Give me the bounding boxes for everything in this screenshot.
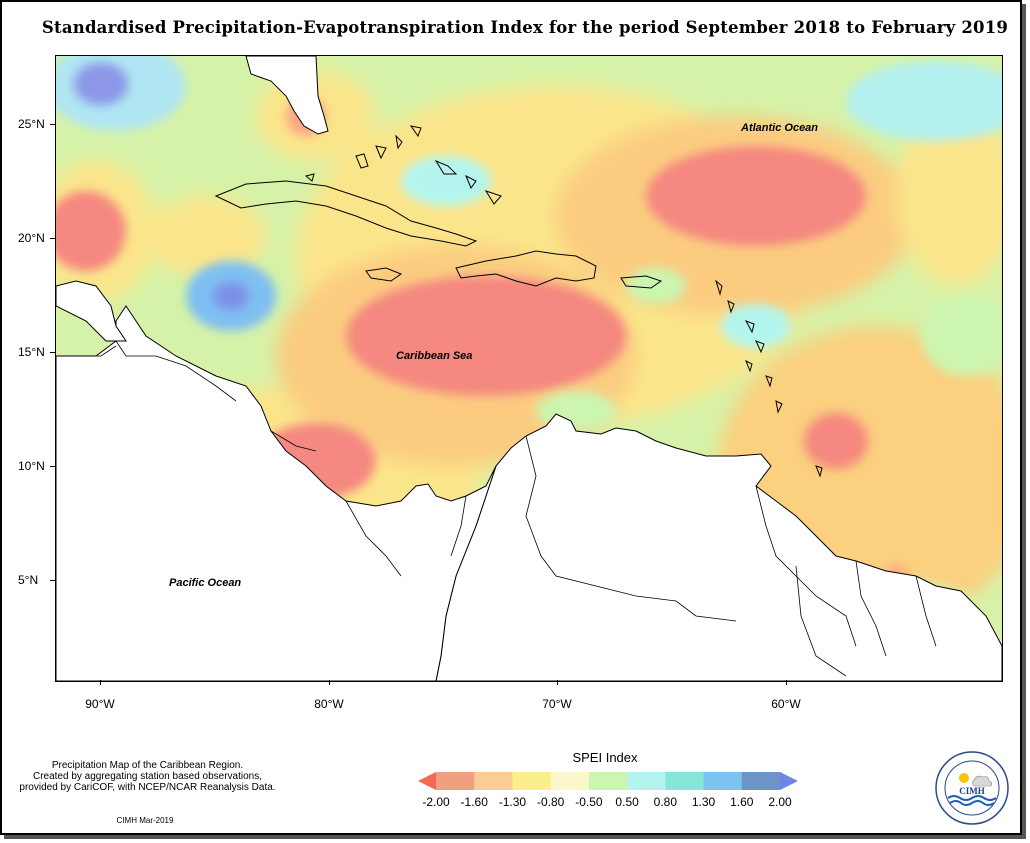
description-line: Created by aggregating station based obs… <box>32 771 263 782</box>
legend-cell <box>436 772 475 790</box>
lon-tick-label: 70°W <box>542 697 572 711</box>
legend-break-label: -2.00 <box>422 795 450 809</box>
legend-title: SPEI Index <box>572 750 638 765</box>
sun-icon <box>959 773 969 783</box>
legend-break-label: 0.80 <box>653 795 678 809</box>
credit-text: CIMH Mar-2019 <box>116 816 174 825</box>
lat-tick-mark <box>50 580 55 581</box>
map-description: Precipitation Map of the Caribbean Regio… <box>5 760 290 793</box>
lat-tick-mark <box>50 238 55 239</box>
cimh-logo: CIMH <box>935 751 1009 825</box>
pacific-ocean-label: Pacific Ocean <box>169 577 241 589</box>
lat-tick-label: 10°N <box>18 459 45 473</box>
legend-cell <box>665 772 705 790</box>
legend-break-label: 0.50 <box>615 795 639 809</box>
description-line: provided by CariCOF, with NCEP/NCAR Rean… <box>19 782 276 793</box>
legend-arrow-low <box>418 772 436 790</box>
lon-tick-label: 90°W <box>85 697 115 711</box>
legend-labels: -2.00 -1.60 -1.30 -0.80 -0.50 0.50 0.80 1.30 1.6… <box>418 795 798 811</box>
lat-tick-mark <box>50 124 55 125</box>
caribbean-sea-label: Caribbean Sea <box>396 350 472 362</box>
logo-text: CIMH <box>959 786 985 796</box>
legend-break-label: -1.60 <box>460 795 488 809</box>
lon-tick-mark <box>100 680 101 685</box>
legend-cell <box>550 772 590 790</box>
lat-tick-label: 25°N <box>18 117 45 131</box>
lat-tick-label: 5°N <box>18 573 39 587</box>
map-panel: Atlantic Ocean Caribbean Sea Pacific Oce… <box>55 55 1003 682</box>
legend-break-label: -0.50 <box>575 795 603 809</box>
lat-tick-label: 20°N <box>18 231 45 245</box>
legend-break-label: 1.30 <box>691 795 716 809</box>
description-line: Precipitation Map of the Caribbean Regio… <box>51 760 244 771</box>
legend-colorbar <box>418 772 798 790</box>
legend-cell <box>703 772 743 790</box>
lat-tick-mark <box>50 466 55 467</box>
map-title: Standardised Precipitation-Evapotranspir… <box>41 18 1009 37</box>
legend-break-label: -1.30 <box>498 795 527 809</box>
lon-tick-label: 80°W <box>314 697 344 711</box>
lon-tick-mark <box>557 680 558 685</box>
legend-break-label: 2.00 <box>768 795 792 809</box>
legend-cell <box>512 772 552 790</box>
legend-cell <box>588 772 628 790</box>
cloud-icon <box>972 775 992 787</box>
legend-break-label: -0.80 <box>536 795 565 809</box>
legend-cell <box>627 772 666 790</box>
lon-tick-label: 60°W <box>771 697 801 711</box>
wave-icon <box>947 795 997 801</box>
legend-cell <box>741 772 781 790</box>
lat-tick-mark <box>50 352 55 353</box>
lon-tick-mark <box>786 680 787 685</box>
legend-arrow-high <box>780 772 798 790</box>
legend-cell <box>474 772 513 790</box>
lat-tick-label: 15°N <box>18 345 45 359</box>
legend-break-label: 1.60 <box>730 795 754 809</box>
lon-tick-mark <box>329 680 330 685</box>
atlantic-ocean-label: Atlantic Ocean <box>740 122 818 134</box>
spei-map: Atlantic Ocean Caribbean Sea Pacific Oce… <box>56 56 1002 681</box>
